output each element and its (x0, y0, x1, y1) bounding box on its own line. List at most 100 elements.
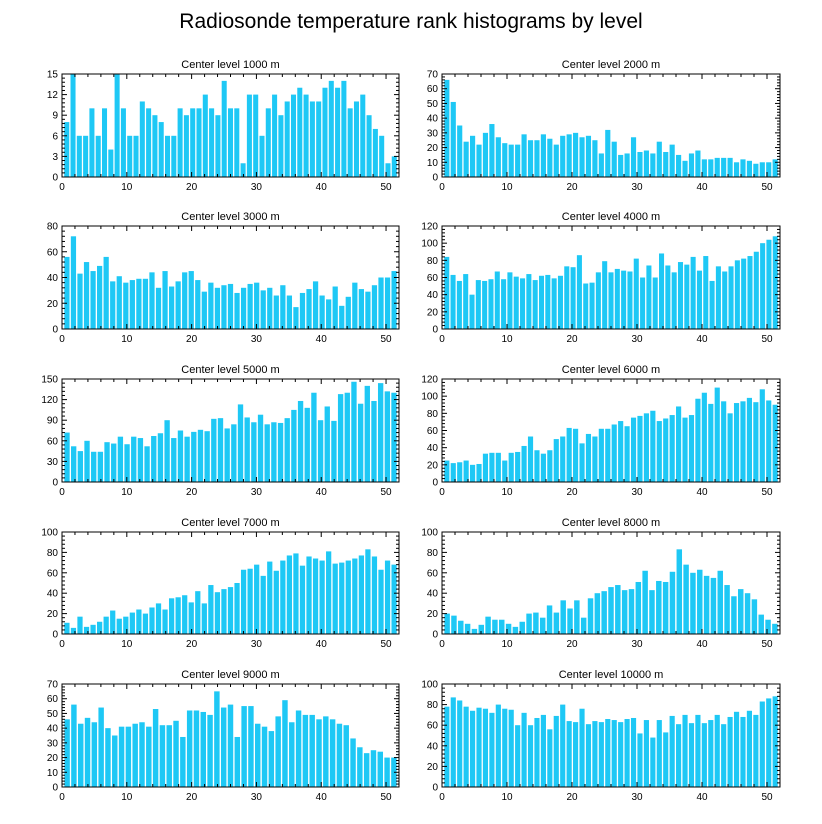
x-tick-label: 50 (761, 182, 773, 193)
panel-title: Center level 6000 m (562, 364, 660, 376)
histogram-bar (257, 414, 264, 482)
histogram-bar (482, 708, 489, 787)
histogram-bar (286, 295, 293, 329)
histogram-bar (463, 460, 469, 482)
histogram-bar (464, 623, 471, 634)
histogram-bar (573, 132, 579, 177)
y-tick-label: 70 (47, 680, 59, 691)
histogram-bar (208, 282, 214, 329)
histogram-bar (611, 720, 617, 787)
histogram-bar (268, 731, 275, 787)
histogram-bar (682, 160, 688, 177)
histogram-bar (508, 452, 514, 482)
histogram-bar (475, 280, 481, 329)
histogram-bar (377, 383, 384, 482)
histogram-bar (360, 94, 366, 177)
histogram-bar (271, 422, 277, 482)
histogram-bar (231, 424, 237, 482)
histogram-bar (463, 706, 469, 787)
y-tick-label: 60 (427, 568, 439, 579)
histogram-bar (131, 436, 137, 482)
histogram-bar (547, 138, 553, 177)
histogram-bar (227, 108, 234, 177)
histogram-bar (384, 560, 391, 634)
histogram-bar (598, 153, 604, 177)
histogram-bar (469, 294, 475, 329)
histogram-bar (84, 440, 90, 482)
x-tick-label: 40 (696, 182, 708, 193)
histogram-bar (182, 595, 188, 634)
histogram-bar (84, 717, 91, 787)
histogram-bar (155, 287, 162, 329)
y-tick-label: 80 (427, 409, 439, 420)
histogram-bar (339, 562, 345, 634)
y-tick-label: 30 (47, 738, 59, 749)
histogram-bar (158, 122, 164, 177)
histogram-bar (335, 87, 341, 177)
histogram-bar (534, 450, 540, 482)
x-tick-label: 50 (761, 334, 773, 345)
histogram-bar (152, 709, 159, 787)
histogram-bar (710, 577, 717, 634)
histogram-bar (215, 115, 221, 177)
histogram-bar (332, 563, 338, 634)
y-tick-label: 20 (427, 460, 439, 471)
histogram-bar (444, 460, 450, 482)
x-tick-label: 50 (380, 792, 392, 803)
histogram-bar (579, 443, 585, 482)
histogram-bar (234, 583, 240, 634)
histogram-bar (195, 280, 201, 329)
histogram-bar (592, 140, 598, 177)
histogram-bar (365, 291, 371, 329)
histogram-bar (77, 273, 83, 329)
histogram-bar (583, 283, 589, 329)
histogram-bar (277, 422, 284, 482)
histogram-bar (190, 108, 196, 177)
x-tick-label: 20 (186, 639, 198, 650)
histogram-bar (669, 571, 676, 634)
histogram-bar (753, 714, 759, 787)
histogram-bar (646, 265, 652, 329)
histogram-bar (594, 593, 601, 634)
x-tick-label: 40 (316, 334, 328, 345)
x-tick-label: 30 (251, 182, 263, 193)
x-tick-label: 40 (316, 182, 328, 193)
histogram-bar (379, 135, 385, 177)
histogram-bar (573, 722, 579, 787)
histogram-bar (183, 115, 189, 177)
histogram-bar (209, 108, 215, 177)
histogram-bar (234, 108, 240, 177)
histogram-bar (766, 400, 772, 482)
histogram-bar (614, 268, 620, 329)
histogram-bar (366, 115, 372, 177)
histogram-bar (214, 287, 221, 329)
histogram-bar (532, 280, 538, 329)
histogram-bar (253, 94, 259, 177)
histogram-bar (173, 720, 179, 787)
histogram-bar (714, 157, 720, 177)
panel-title: Center level 9000 m (181, 669, 279, 681)
histogram-bar (240, 163, 246, 177)
histogram-bar (643, 413, 649, 482)
histogram-bar (275, 716, 281, 787)
histogram-bar (677, 262, 684, 329)
histogram-bar (312, 558, 319, 634)
histogram-bar (717, 570, 723, 634)
histogram-bar (304, 407, 310, 482)
histogram-panel-7: Center level 7000 m 0 10 20 30 40 50 0 20 40 60 80 1… (41, 517, 400, 650)
x-tick-label: 30 (631, 487, 643, 498)
histogram-bar (740, 401, 746, 482)
histogram-bar (247, 568, 253, 634)
histogram-bar (237, 404, 244, 482)
histogram-bar (534, 717, 540, 787)
histogram-bar (137, 438, 144, 482)
x-tick-label: 40 (316, 792, 328, 803)
histogram-bar (139, 101, 145, 177)
histogram-bar (317, 420, 324, 482)
histogram-bar (671, 272, 677, 329)
y-tick-label: 100 (421, 528, 438, 539)
histogram-bar (177, 430, 184, 482)
histogram-bar (640, 277, 646, 329)
histogram-bar (306, 556, 312, 634)
histogram-bar (299, 565, 306, 634)
